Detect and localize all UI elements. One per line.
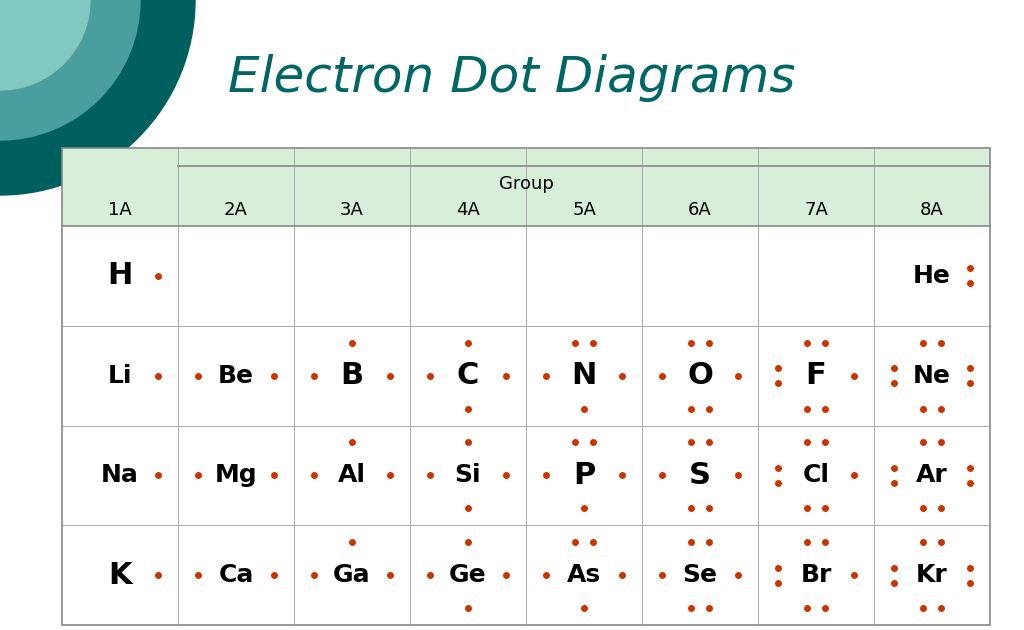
Text: Ne: Ne xyxy=(913,364,951,387)
Bar xyxy=(62,148,990,226)
Text: 6A: 6A xyxy=(688,201,712,219)
Text: Electron Dot Diagrams: Electron Dot Diagrams xyxy=(228,54,796,102)
Text: S: S xyxy=(689,461,711,490)
Text: 2A: 2A xyxy=(224,201,248,219)
Circle shape xyxy=(0,0,140,140)
Text: Si: Si xyxy=(455,464,481,488)
Text: Se: Se xyxy=(683,563,718,587)
Text: F: F xyxy=(806,361,826,390)
Text: P: P xyxy=(572,461,595,490)
Text: Ca: Ca xyxy=(218,563,254,587)
Text: 3A: 3A xyxy=(340,201,364,219)
Bar xyxy=(62,148,990,625)
Text: 4A: 4A xyxy=(456,201,480,219)
Text: 7A: 7A xyxy=(804,201,828,219)
Text: Ge: Ge xyxy=(450,563,486,587)
Text: 1A: 1A xyxy=(109,201,132,219)
Text: B: B xyxy=(340,361,364,390)
Text: He: He xyxy=(913,264,951,288)
Text: K: K xyxy=(109,561,132,590)
Text: Li: Li xyxy=(108,364,132,387)
Circle shape xyxy=(0,0,195,195)
Text: Mg: Mg xyxy=(215,464,257,488)
Text: As: As xyxy=(567,563,601,587)
Text: N: N xyxy=(571,361,597,390)
Text: Group: Group xyxy=(499,175,553,193)
Text: 8A: 8A xyxy=(921,201,944,219)
Text: Br: Br xyxy=(801,563,831,587)
Circle shape xyxy=(0,0,90,90)
Text: Be: Be xyxy=(218,364,254,387)
Text: Ar: Ar xyxy=(916,464,948,488)
Text: H: H xyxy=(108,261,133,290)
Bar xyxy=(62,226,990,625)
Text: 5A: 5A xyxy=(572,201,596,219)
Text: O: O xyxy=(687,361,713,390)
Text: C: C xyxy=(457,361,479,390)
Text: Na: Na xyxy=(101,464,139,488)
Text: Kr: Kr xyxy=(916,563,948,587)
Text: Al: Al xyxy=(338,464,366,488)
Text: Cl: Cl xyxy=(803,464,829,488)
Text: Ga: Ga xyxy=(333,563,371,587)
